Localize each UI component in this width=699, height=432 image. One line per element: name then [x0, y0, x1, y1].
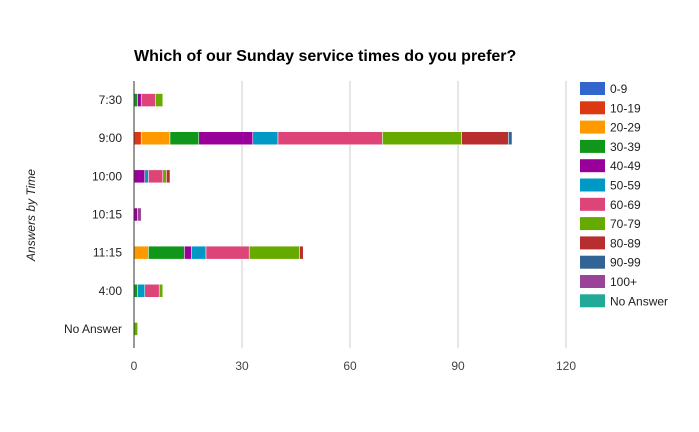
bar-segment	[248, 245, 300, 260]
bar-segment	[461, 131, 509, 145]
bar-segment	[137, 207, 142, 222]
x-tick-label: 120	[556, 359, 576, 373]
legend-label: 0-9	[610, 82, 628, 96]
bar-segment	[133, 245, 149, 260]
bar-segment	[137, 284, 146, 298]
category-label: 4:00	[99, 284, 123, 298]
category-label: 10:00	[92, 169, 122, 183]
bar-segment	[140, 131, 171, 145]
bar-segment	[198, 131, 254, 145]
y-axis-title: Answers by Time	[24, 169, 38, 262]
bar-segment	[184, 245, 192, 260]
category-label: No Answer	[64, 322, 122, 336]
bar-segment	[148, 169, 164, 184]
legend-label: 40-49	[610, 159, 641, 173]
legend-swatch	[580, 159, 605, 173]
legend-label: 100+	[610, 275, 637, 289]
category-label: 9:00	[99, 131, 123, 145]
legend-swatch	[580, 217, 605, 231]
category-label: 10:15	[92, 208, 122, 222]
category-label: 11:15	[93, 246, 122, 260]
bar-segment	[133, 93, 138, 107]
bar-segment	[155, 93, 164, 107]
x-tick-label: 90	[451, 359, 465, 373]
bar-segment	[382, 131, 462, 145]
bar-segment	[133, 284, 138, 298]
legend-swatch	[580, 139, 605, 153]
x-tick-label: 30	[235, 359, 249, 373]
bar-segment	[148, 245, 185, 260]
bar-segment	[205, 245, 250, 260]
bar-segment	[133, 169, 146, 184]
bar-segment	[191, 245, 207, 260]
bar-segment	[133, 322, 138, 336]
legend-swatch	[580, 275, 605, 288]
bar-segment	[166, 169, 171, 184]
legend: 0-9 10-19 20-29 30-39 40-49 50-59 60-69 70-79 80…	[580, 82, 668, 308]
bar-segment	[140, 93, 156, 107]
bar-segment	[508, 131, 513, 145]
legend-swatch	[580, 120, 605, 134]
bars	[133, 93, 513, 336]
legend-label: 70-79	[610, 217, 641, 231]
legend-swatch	[580, 197, 605, 211]
x-tick-label: 0	[131, 359, 138, 373]
legend-swatch	[580, 178, 605, 192]
legend-swatch	[580, 236, 605, 250]
legend-label: 80-89	[610, 236, 641, 250]
legend-label: 20-29	[610, 121, 641, 135]
bar-segment	[162, 169, 167, 184]
legend-label: 90-99	[610, 256, 641, 270]
legend-swatch	[580, 294, 605, 308]
axes: 0 30 60 90 120 7:30 9:00 10:00 10:15 11:15 4:00 No …	[64, 81, 576, 373]
x-tick-label: 60	[343, 359, 357, 373]
bar-segment	[137, 93, 142, 107]
legend-swatch	[580, 255, 605, 269]
legend-label: No Answer	[610, 294, 668, 308]
bar-segment	[158, 284, 164, 298]
gridlines	[241, 81, 567, 348]
legend-label: 30-39	[610, 140, 641, 154]
bar-segment	[169, 131, 200, 145]
bar-segment	[133, 207, 138, 222]
legend-swatch	[580, 82, 605, 95]
bar-segment	[133, 131, 142, 145]
bar-segment	[299, 245, 304, 260]
bar-segment	[144, 284, 160, 298]
legend-label: 10-19	[610, 101, 641, 115]
legend-swatch	[580, 101, 605, 115]
category-label: 7:30	[99, 93, 123, 107]
bar-segment	[144, 169, 149, 184]
bar-segment	[277, 131, 383, 145]
chart-title: Which of our Sunday service times do you…	[134, 48, 516, 65]
bar-segment	[252, 131, 279, 145]
legend-label: 60-69	[610, 198, 641, 212]
legend-label: 50-59	[610, 179, 641, 193]
